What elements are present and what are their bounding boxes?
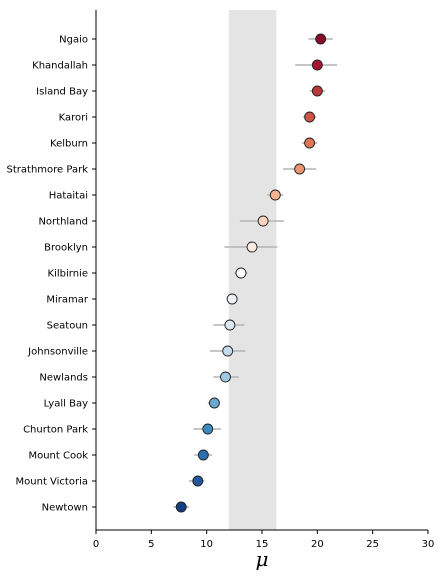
- x-tick-label: 30: [422, 539, 435, 550]
- x-tick-label: 5: [148, 539, 154, 550]
- y-tick-label: Northland: [38, 217, 88, 228]
- data-point: [208, 397, 220, 409]
- data-point: [257, 215, 269, 227]
- y-tick-label: Island Bay: [36, 87, 88, 98]
- y-tick-label: Seatoun: [47, 321, 88, 332]
- data-point: [304, 137, 316, 149]
- data-points: [175, 33, 327, 513]
- data-point: [202, 423, 214, 435]
- data-point: [224, 319, 236, 331]
- y-tick-label: Newtown: [42, 503, 88, 514]
- y-tick-label: Johnsonville: [27, 347, 88, 358]
- x-tick-label: 10: [200, 539, 213, 550]
- data-point: [220, 371, 231, 383]
- y-tick-label: Mount Victoria: [16, 477, 88, 488]
- y-tick-label: Hataitai: [49, 191, 88, 202]
- x-tick-label: 20: [311, 539, 324, 550]
- y-tick-label: Newlands: [39, 373, 88, 384]
- x-tick-label: 0: [93, 539, 99, 550]
- y-tick-label: Kelburn: [50, 139, 88, 150]
- data-point: [197, 449, 209, 461]
- data-point: [294, 163, 306, 175]
- y-tick-label: Miramar: [46, 295, 89, 306]
- y-tick-labels: Ngaio Khandallah Island Bay Karori Kelburn St…: [7, 35, 96, 514]
- y-tick-label: Kilbirnie: [48, 269, 88, 280]
- x-ticks: 0 5 10 15 20 25 30: [93, 530, 435, 550]
- x-axis-label: μ: [256, 547, 269, 571]
- y-tick-label: Karori: [59, 113, 88, 124]
- data-point: [192, 475, 204, 487]
- data-point: [311, 59, 323, 71]
- data-point: [246, 241, 258, 253]
- x-tick-label: 15: [256, 539, 269, 550]
- data-point: [226, 293, 238, 305]
- data-point: [304, 111, 316, 123]
- data-point: [175, 501, 187, 513]
- x-tick-label: 25: [366, 539, 379, 550]
- data-point: [315, 33, 327, 45]
- credible-interval-band: [228, 10, 277, 530]
- y-tick-label: Lyall Bay: [44, 399, 88, 410]
- y-tick-label: Churton Park: [23, 425, 88, 436]
- y-tick-label: Mount Cook: [28, 451, 88, 462]
- data-point: [311, 85, 323, 97]
- data-point: [269, 189, 281, 201]
- data-point: [222, 345, 234, 357]
- y-tick-label: Khandallah: [32, 61, 88, 72]
- y-tick-label: Brooklyn: [44, 243, 88, 254]
- y-tick-label: Strathmore Park: [7, 165, 89, 176]
- y-tick-label: Ngaio: [59, 35, 88, 46]
- data-point: [235, 267, 247, 279]
